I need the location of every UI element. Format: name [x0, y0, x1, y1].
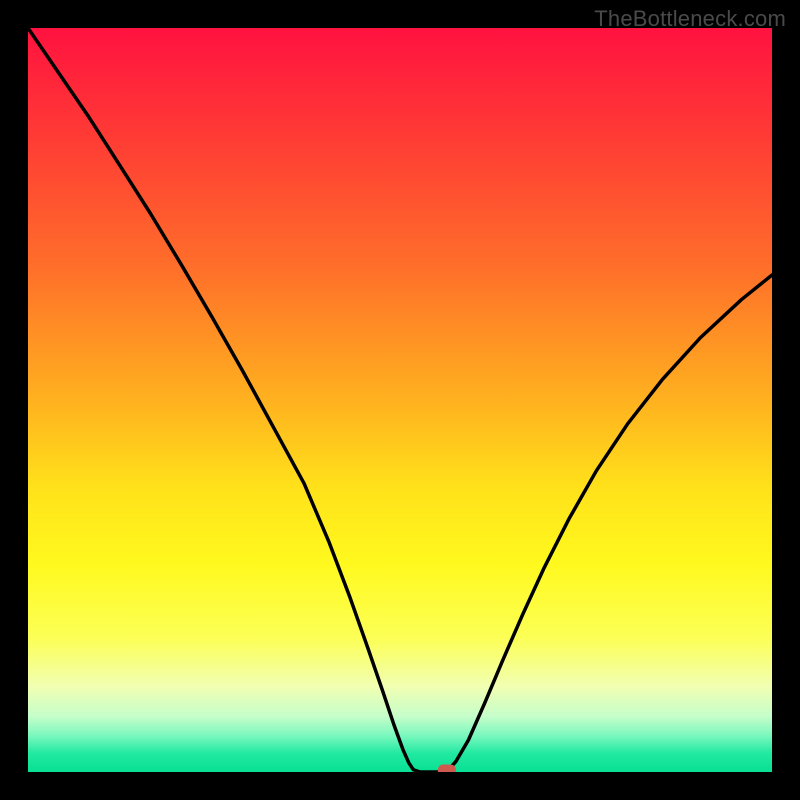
watermark-text: TheBottleneck.com: [594, 6, 786, 32]
chart-container: { "watermark": "TheBottleneck.com", "cha…: [0, 0, 800, 800]
border-left: [0, 0, 28, 800]
bottleneck-chart: [0, 0, 800, 800]
border-bottom: [0, 772, 800, 800]
border-right: [772, 0, 800, 800]
plot-background: [28, 28, 772, 772]
